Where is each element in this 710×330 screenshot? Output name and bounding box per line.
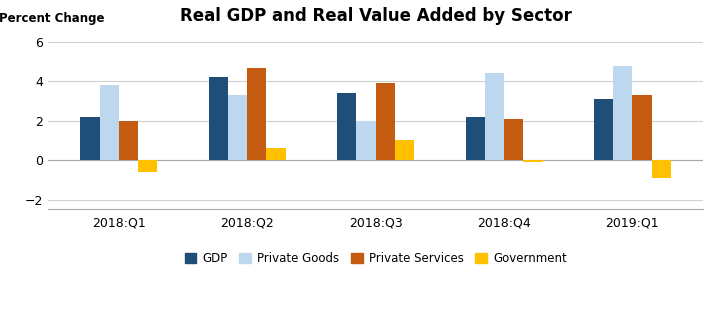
Bar [504, 119, 523, 160]
Bar [594, 99, 613, 160]
Bar [356, 121, 376, 160]
Bar [209, 77, 228, 160]
Bar [485, 74, 504, 160]
Bar [466, 117, 485, 160]
Bar [99, 85, 119, 160]
Bar [395, 140, 414, 160]
Legend: GDP, Private Goods, Private Services, Government: GDP, Private Goods, Private Services, Go… [180, 247, 572, 270]
Bar [337, 93, 356, 160]
Bar [266, 148, 285, 160]
Bar [376, 83, 395, 160]
Text: Percent Change: Percent Change [0, 12, 104, 25]
Bar [523, 160, 542, 162]
Title: Real GDP and Real Value Added by Sector: Real GDP and Real Value Added by Sector [180, 7, 572, 25]
Bar [613, 66, 633, 160]
Bar [652, 160, 671, 178]
Bar [228, 95, 247, 160]
Bar [119, 121, 138, 160]
Bar [80, 117, 99, 160]
Bar [633, 95, 652, 160]
Bar [247, 68, 266, 160]
Bar [138, 160, 158, 172]
